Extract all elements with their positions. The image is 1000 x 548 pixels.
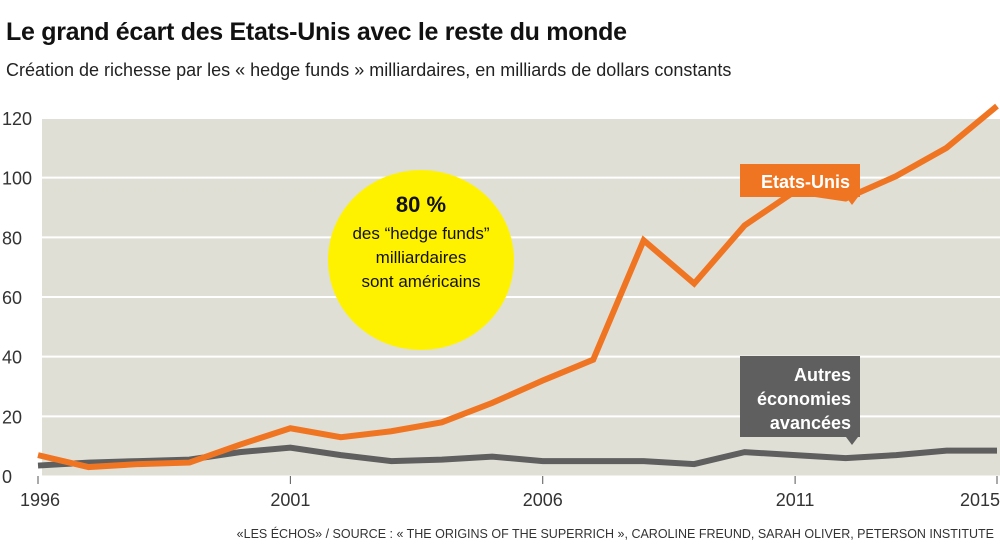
legend-label-autres: Autres xyxy=(794,365,851,385)
x-tick-label: 2001 xyxy=(270,490,310,510)
source-note: «LES ÉCHOS» / SOURCE : « THE ORIGINS OF … xyxy=(236,527,994,541)
chart-title: Le grand écart des Etats-Unis avec le re… xyxy=(6,18,627,46)
legend-label-autres: avancées xyxy=(770,413,851,433)
y-tick-label: 60 xyxy=(2,288,22,308)
y-tick-label: 120 xyxy=(2,109,32,129)
legend-label-autres: économies xyxy=(757,389,851,409)
annotation-text: milliardaires xyxy=(376,248,467,267)
legend-label-box-autres xyxy=(740,356,860,437)
series-line-etats-unis xyxy=(37,103,999,471)
legend-label-box-etats-unis xyxy=(740,164,860,197)
x-tick-label: 2006 xyxy=(523,490,563,510)
y-tick-label: 20 xyxy=(2,407,22,427)
y-tick-label: 80 xyxy=(2,228,22,248)
annotation-circle xyxy=(328,170,514,350)
annotation-value: 80 % xyxy=(396,192,446,217)
legend-pointer xyxy=(846,437,858,445)
x-tick-label: 2015 xyxy=(960,490,1000,510)
y-tick-label: 100 xyxy=(2,169,32,189)
annotation-text: sont américains xyxy=(361,272,480,291)
x-tick-label: 2011 xyxy=(776,490,815,510)
legend-label-etats-unis: Etats-Unis xyxy=(761,172,850,192)
x-tick-label: 1996 xyxy=(20,490,60,510)
annotation-text: des “hedge funds” xyxy=(352,224,489,243)
legend-pointer xyxy=(846,197,858,205)
y-tick-label: 0 xyxy=(2,467,12,487)
y-tick-label: 40 xyxy=(2,348,22,368)
chart-subtitle: Création de richesse par les « hedge fun… xyxy=(6,60,732,80)
